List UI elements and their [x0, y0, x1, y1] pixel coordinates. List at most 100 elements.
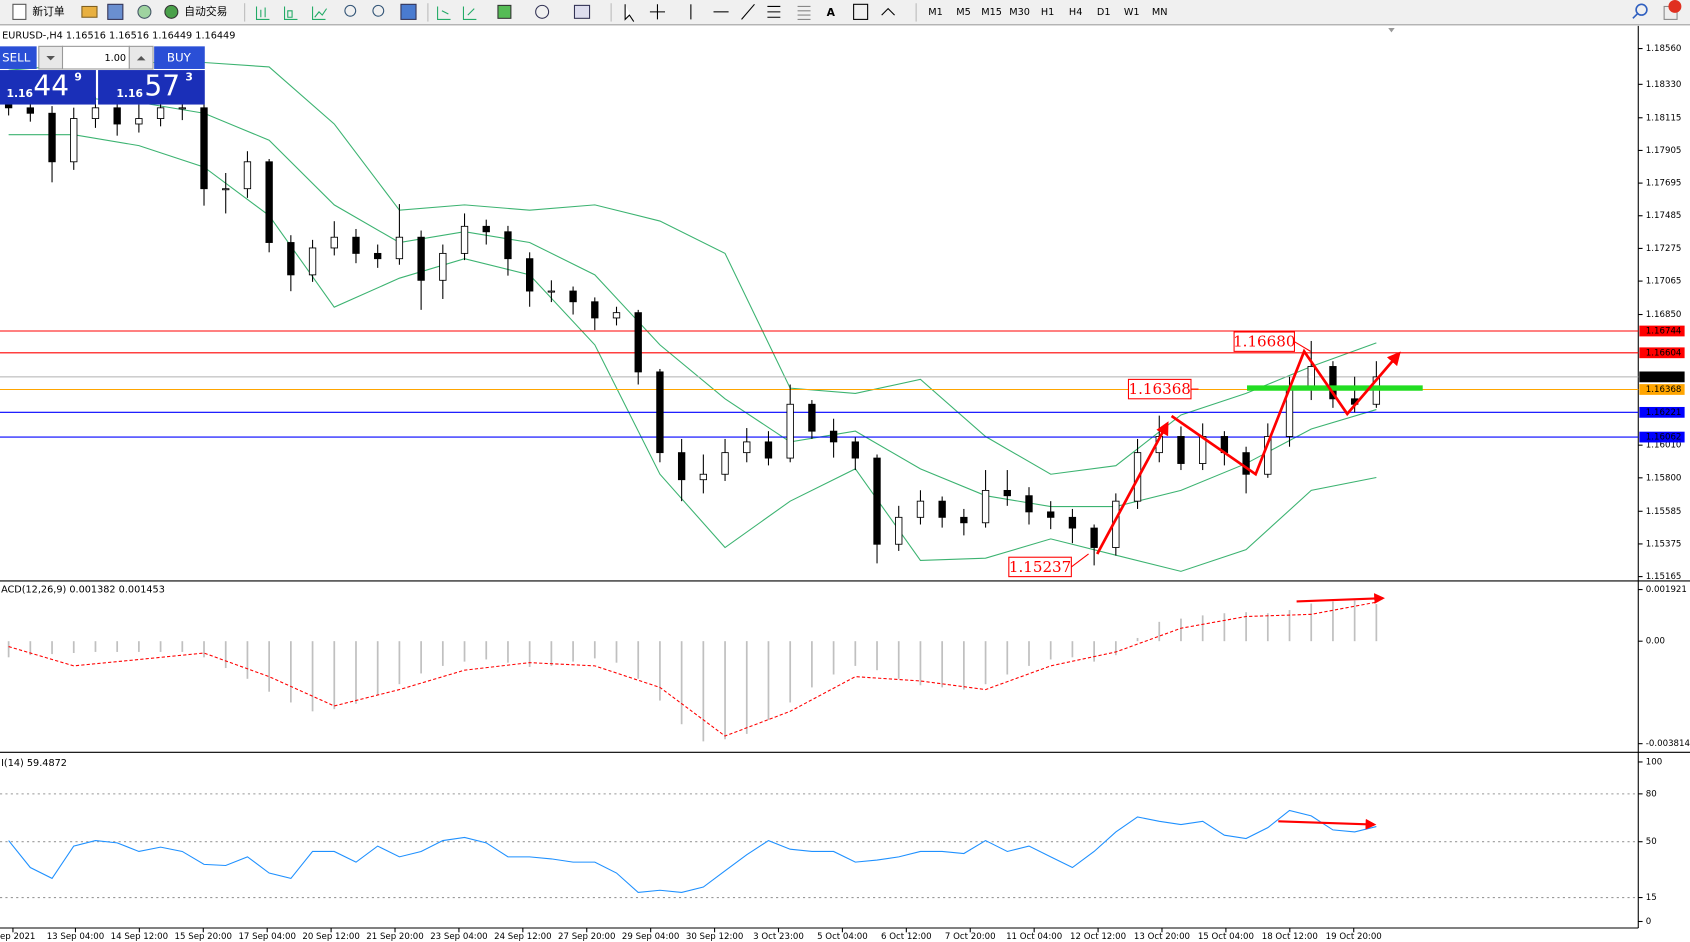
y-tick-label: 1.17905	[1646, 146, 1682, 156]
buy-label[interactable]: BUY	[167, 51, 192, 65]
toolbar-icon[interactable]	[107, 3, 124, 20]
trendline-button[interactable]	[741, 3, 755, 20]
y-tick-label: -0.003814	[1646, 739, 1690, 749]
candle-body	[1003, 489, 1011, 497]
arrows-button[interactable]	[881, 7, 895, 16]
buy-price-box[interactable]	[98, 70, 205, 105]
crosshair-button[interactable]	[649, 4, 666, 20]
lot-value[interactable]: 1.00	[105, 53, 127, 64]
y-tick-label: 1.15165	[1646, 572, 1682, 582]
notification-badge	[1668, 0, 1682, 13]
price-level-label: 1.16221	[1646, 408, 1682, 418]
x-tick-label: 14 Sep 12:00	[111, 932, 168, 942]
templates-button[interactable]	[573, 4, 591, 19]
price-level-label: 1.16368	[1646, 385, 1682, 395]
candle-body	[677, 452, 686, 481]
candle-body	[656, 371, 664, 454]
trend-arrow	[1170, 348, 1401, 477]
candle-body	[308, 247, 317, 276]
candle-body	[135, 118, 143, 125]
price-annotation: 1.15237	[1009, 558, 1071, 576]
x-tick-label: 27 Sep 20:00	[558, 932, 615, 942]
x-tick-label: 12 Oct 12:00	[1070, 932, 1126, 942]
candle-body	[91, 107, 100, 119]
candle-body	[1025, 495, 1033, 513]
bollinger-band	[8, 96, 1377, 508]
price-level-label: 1.16449	[1646, 372, 1682, 382]
y-tick-label: 1.17065	[1646, 277, 1682, 287]
fibo-button[interactable]	[797, 5, 811, 20]
sell-price-box[interactable]	[0, 70, 96, 105]
candle-body	[200, 107, 208, 190]
y-tick-label: 1.17695	[1646, 179, 1682, 189]
periods-button[interactable]	[535, 4, 550, 19]
tile-button[interactable]	[400, 3, 417, 20]
new-order-button[interactable]: 新订单	[32, 5, 65, 18]
y-tick-label: 1.15585	[1646, 507, 1682, 517]
buy-button[interactable]	[154, 46, 205, 69]
candle-body	[330, 236, 338, 249]
price-annotation-leader	[1071, 553, 1089, 568]
y-tick-label: 15	[1646, 893, 1657, 903]
sell-button[interactable]	[0, 46, 37, 69]
auto-trading-icon[interactable]	[164, 4, 179, 19]
macd-arrow	[1296, 593, 1385, 604]
price-level-label: 1.16062	[1646, 433, 1682, 443]
price-annotation: 1.16368	[1129, 380, 1191, 398]
sell-price-big: 1.16	[6, 87, 33, 100]
candle-body	[981, 489, 990, 524]
channel-button[interactable]	[767, 5, 781, 18]
candle-body	[1264, 436, 1272, 475]
price-level-tag	[1639, 371, 1685, 383]
new-order-icon[interactable]	[12, 3, 27, 20]
timeframe-button[interactable]: W1	[1124, 7, 1140, 18]
auto-trading-button[interactable]: 自动交易	[184, 5, 227, 18]
candle-body	[721, 452, 729, 475]
timeframe-button[interactable]: M5	[956, 7, 971, 18]
timeframe-button[interactable]: H1	[1041, 7, 1054, 18]
x-tick-label: 23 Sep 04:00	[430, 932, 487, 942]
zoom-in-button[interactable]	[344, 4, 357, 17]
x-tick-label: 15 Sep 20:00	[175, 932, 232, 942]
y-tick-label: 0.001921	[1646, 585, 1687, 595]
candle-body	[460, 225, 469, 254]
autoscroll-button[interactable]	[437, 6, 451, 20]
lot-up-arrow	[136, 56, 146, 61]
timeframe-button[interactable]: M15	[981, 7, 1002, 18]
toolbar-icon[interactable]	[81, 5, 98, 18]
sell-label[interactable]: SELL	[2, 51, 31, 65]
cursor-button[interactable]	[624, 4, 635, 22]
search-button-handle	[1632, 12, 1639, 19]
toolbar-buttons: 新订单 自动交易 A M1 M5 M15 M30 H1 H4 D1 W1 MN	[12, 0, 1682, 22]
price-level-tag	[1639, 431, 1685, 443]
x-tick-label: 13 Sep 04:00	[47, 932, 104, 942]
indicators-button[interactable]	[497, 4, 512, 19]
zoom-out-button[interactable]	[372, 4, 385, 17]
search-button[interactable]	[1635, 3, 1648, 16]
y-tick-label: 1.16010	[1646, 441, 1682, 451]
timeframe-button[interactable]: MN	[1152, 7, 1168, 18]
candle-body	[895, 516, 903, 545]
toolbar-icon[interactable]	[137, 4, 152, 19]
x-tick-label: 7 Oct 20:00	[945, 932, 996, 942]
candle-body	[612, 312, 621, 319]
candle-body	[829, 430, 838, 443]
candle-body	[1068, 516, 1077, 529]
x-tick-label: 21 Sep 20:00	[366, 932, 423, 942]
candle-chart-button[interactable]	[284, 6, 298, 20]
label-tool-button[interactable]	[853, 3, 869, 20]
line-chart-button[interactable]	[312, 6, 328, 20]
y-tick-label: 0.00	[1646, 637, 1665, 647]
timeframe-button[interactable]: H4	[1069, 7, 1082, 18]
bar-chart-button[interactable]	[255, 6, 270, 20]
buy-price-point: 3	[185, 71, 193, 84]
price-annotation-leader	[1294, 341, 1311, 352]
timeframe-button[interactable]: M30	[1009, 7, 1030, 18]
timeframe-button[interactable]: D1	[1097, 7, 1111, 18]
timeframe-button[interactable]: M1	[928, 7, 943, 18]
y-tick-label: 1.18560	[1646, 44, 1682, 54]
candle-body	[439, 252, 447, 281]
shift-button[interactable]	[462, 6, 477, 20]
text-tool-button[interactable]: A	[827, 6, 836, 19]
